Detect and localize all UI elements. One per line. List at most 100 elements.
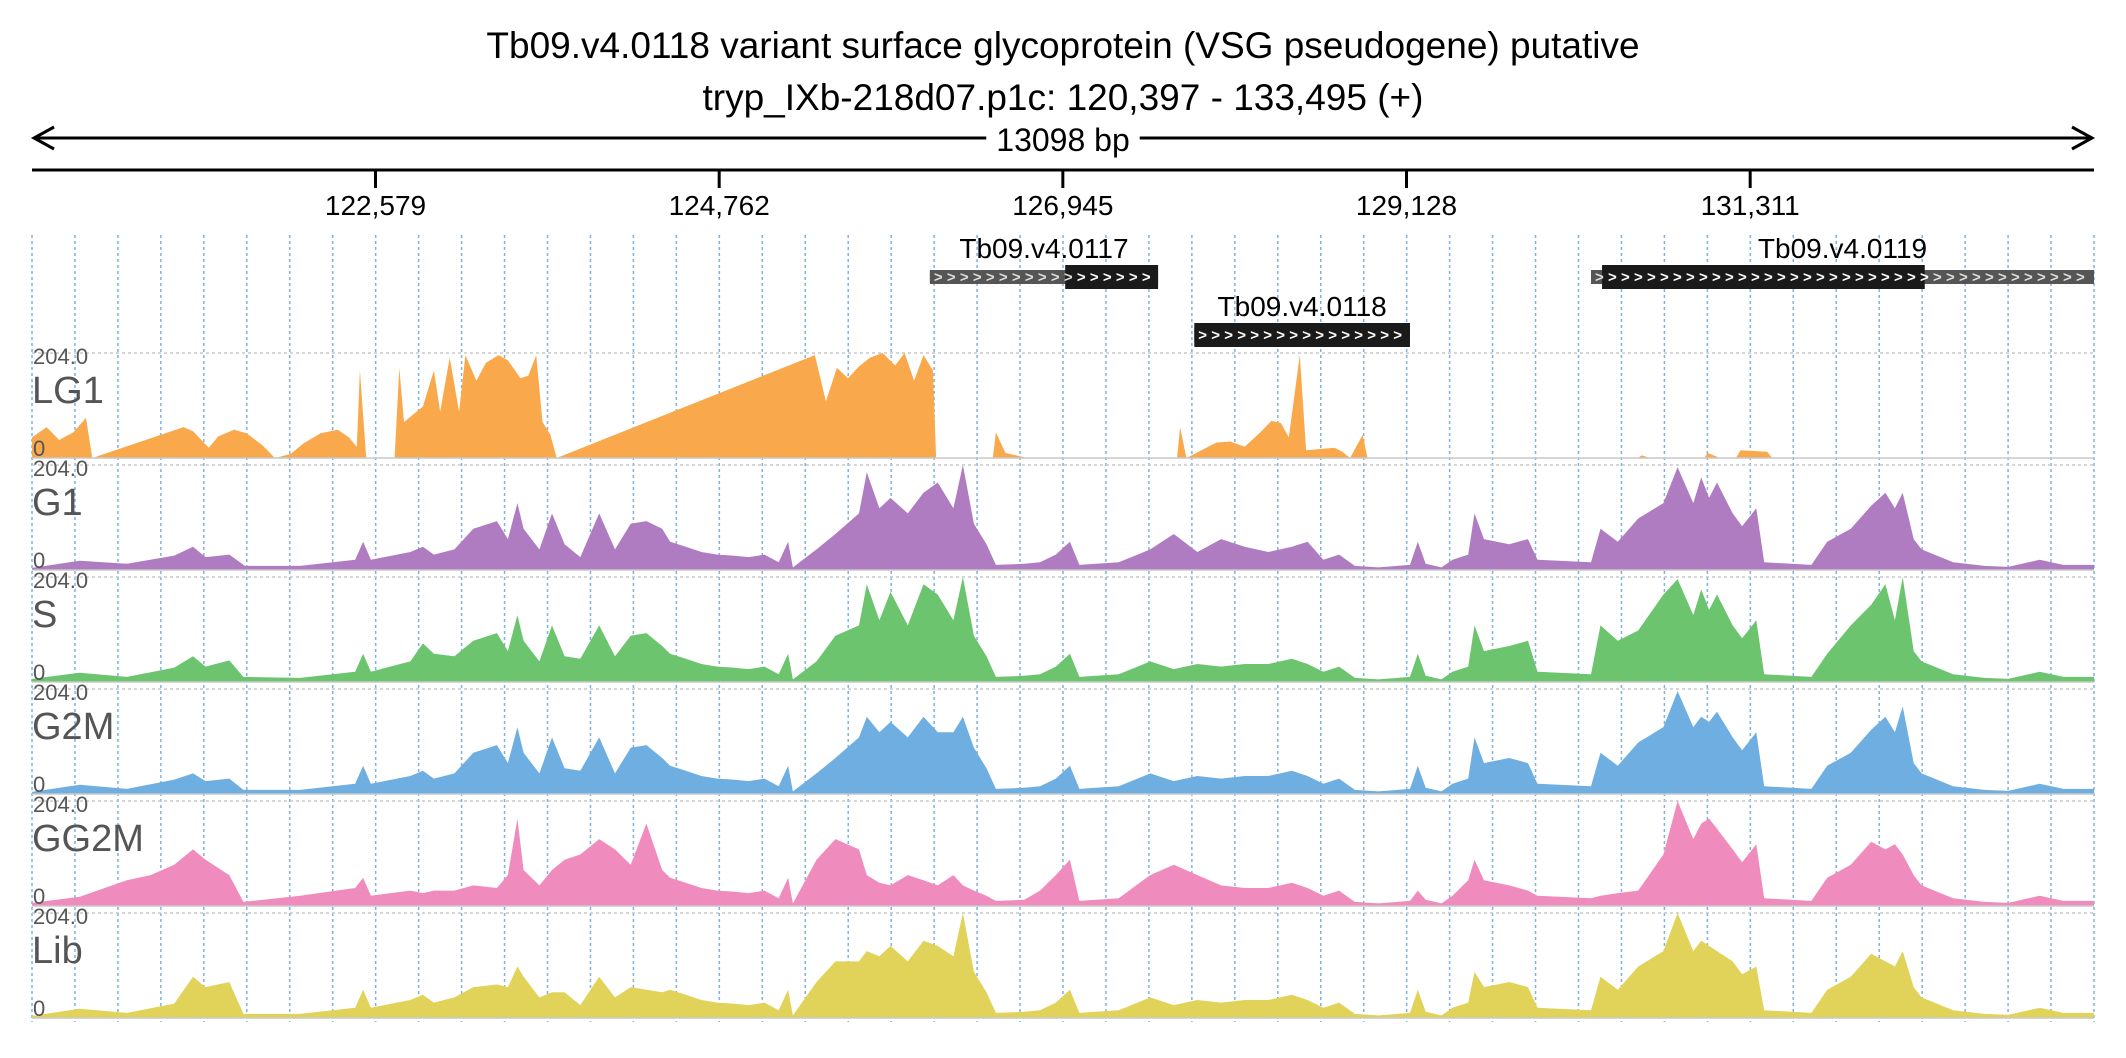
strand-chevron: > <box>1777 269 1786 286</box>
strand-chevron: > <box>1959 269 1968 286</box>
strand-chevron: > <box>1686 269 1695 286</box>
strand-chevron: > <box>1276 327 1285 344</box>
strand-chevron: > <box>1237 327 1246 344</box>
coverage-area <box>32 577 2094 682</box>
strand-chevron: > <box>1907 269 1916 286</box>
strand-chevron: > <box>1367 327 1376 344</box>
y-max-label: 204.0 <box>33 456 88 481</box>
y-min-label: 0 <box>33 436 45 461</box>
track-name-label: S <box>32 594 57 636</box>
strand-chevron: > <box>1116 269 1125 286</box>
track-name-label: Lib <box>32 930 83 972</box>
strand-chevron: > <box>1289 327 1298 344</box>
strand-chevron: > <box>1012 269 1021 286</box>
chart-subtitle: tryp_IXb-218d07.p1c: 120,397 - 133,495 (… <box>703 77 1424 118</box>
ruler-tick-label: 131,311 <box>1701 190 1800 221</box>
strand-chevron: > <box>1751 269 1760 286</box>
y-max-label: 204.0 <box>33 568 88 593</box>
y-min-label: 0 <box>33 884 45 909</box>
chart-title: Tb09.v4.0118 variant surface glycoprotei… <box>486 25 1639 66</box>
ruler-tick-label: 129,128 <box>1356 190 1457 221</box>
track-name-label: G1 <box>32 482 83 524</box>
strand-chevron: > <box>1328 327 1337 344</box>
strand-chevron: > <box>1803 269 1812 286</box>
strand-chevron: > <box>934 269 943 286</box>
strand-chevron: > <box>1263 327 1272 344</box>
coverage-tracks: 204.00LG1204.00G1204.00S204.00G2M204.00G… <box>32 344 2094 1021</box>
strand-chevron: > <box>1595 269 1604 286</box>
position-ruler: 122,579 124,762 126,945 129,128 131,311 <box>32 168 2094 221</box>
strand-chevron: > <box>960 269 969 286</box>
strand-chevron: > <box>1090 269 1099 286</box>
strand-chevron: > <box>1764 269 1773 286</box>
y-min-label: 0 <box>33 548 45 573</box>
strand-chevron: > <box>1103 269 1112 286</box>
strand-chevron: > <box>1025 269 1034 286</box>
track-name-label: LG1 <box>32 370 104 412</box>
strand-chevron: > <box>1894 269 1903 286</box>
strand-chevron: > <box>1393 327 1402 344</box>
strand-chevron: > <box>2024 269 2033 286</box>
strand-chevron: > <box>1315 327 1324 344</box>
strand-chevron: > <box>1142 269 1151 286</box>
y-max-label: 204.0 <box>33 904 88 929</box>
strand-chevron: > <box>1842 269 1851 286</box>
coverage-area <box>32 691 2094 794</box>
strand-chevron: > <box>973 269 982 286</box>
gene-cds-bar <box>1602 265 1925 289</box>
strand-chevron: > <box>1725 269 1734 286</box>
strand-chevron: > <box>1790 269 1799 286</box>
strand-chevron: > <box>1868 269 1877 286</box>
span-arrow-left-head <box>30 125 55 151</box>
track-name-label: G2M <box>32 706 114 748</box>
strand-chevron: > <box>2076 269 2085 286</box>
strand-chevron: > <box>2011 269 2020 286</box>
strand-chevron: > <box>1855 269 1864 286</box>
strand-chevron: > <box>1302 327 1311 344</box>
strand-chevron: > <box>1354 327 1363 344</box>
gene-label: Tb09.v4.0117 <box>959 233 1128 264</box>
coverage-area <box>32 913 2094 1018</box>
y-min-label: 0 <box>33 996 45 1021</box>
strand-chevron: > <box>1933 269 1942 286</box>
y-min-label: 0 <box>33 772 45 797</box>
strand-chevron: > <box>1829 269 1838 286</box>
span-arrow-right-head <box>2071 125 2096 151</box>
strand-chevron: > <box>1077 269 1086 286</box>
strand-chevron: > <box>1660 269 1669 286</box>
ruler-tick-label: 124,762 <box>669 190 770 221</box>
span-label-background <box>986 118 1140 158</box>
strand-chevron: > <box>1712 269 1721 286</box>
y-min-label: 0 <box>33 660 45 685</box>
track-name-label: GG2M <box>32 818 144 860</box>
y-max-label: 204.0 <box>33 680 88 705</box>
strand-chevron: > <box>999 269 1008 286</box>
strand-chevron: > <box>1998 269 2007 286</box>
strand-chevron: > <box>1129 269 1138 286</box>
strand-chevron: > <box>947 269 956 286</box>
strand-chevron: > <box>1064 269 1073 286</box>
gene-cds-bar <box>1065 265 1159 289</box>
coverage-area <box>32 801 2094 906</box>
gene-label: Tb09.v4.0119 <box>1758 233 1927 264</box>
strand-chevron: > <box>1621 269 1630 286</box>
strand-chevron: > <box>1224 327 1233 344</box>
strand-chevron: > <box>1699 269 1708 286</box>
strand-chevron: > <box>1250 327 1259 344</box>
span-length-label: 13098 bp <box>996 122 1129 158</box>
strand-chevron: > <box>1038 269 1047 286</box>
strand-chevron: > <box>1341 327 1350 344</box>
strand-chevron: > <box>1211 327 1220 344</box>
ruler-tick-label: 122,579 <box>325 190 426 221</box>
strand-chevron: > <box>1972 269 1981 286</box>
ruler-tick-label: 126,945 <box>1012 190 1113 221</box>
strand-chevron: > <box>1738 269 1747 286</box>
strand-chevron: > <box>1881 269 1890 286</box>
strand-chevron: > <box>1198 327 1207 344</box>
coverage-area <box>32 465 2094 570</box>
strand-chevron: > <box>1946 269 1955 286</box>
gene-label: Tb09.v4.0118 <box>1218 291 1387 322</box>
y-max-label: 204.0 <box>33 344 88 369</box>
strand-chevron: > <box>1380 327 1389 344</box>
